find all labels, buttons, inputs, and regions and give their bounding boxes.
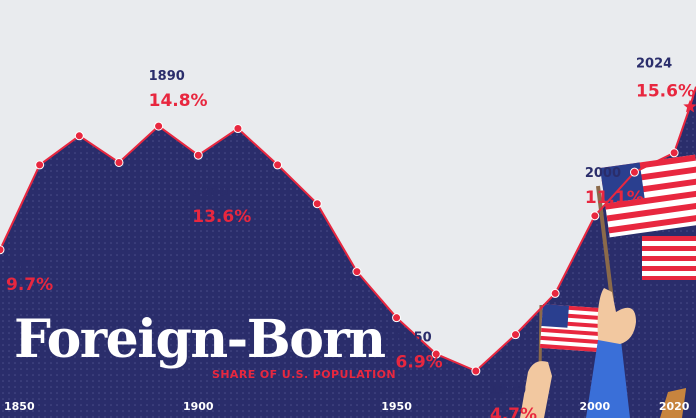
series-line xyxy=(0,86,696,373)
x-tick-label: 2000 xyxy=(580,400,611,413)
chart-title: Foreign-Born xyxy=(14,309,385,370)
data-point xyxy=(193,150,203,160)
flag-illustrations xyxy=(520,154,696,418)
annotation-year: 1970 xyxy=(490,383,526,398)
data-point xyxy=(669,148,679,158)
annotation-value: 13.6% xyxy=(192,207,251,227)
data-point xyxy=(590,211,600,221)
annotation-value: 15.6% xyxy=(636,82,695,102)
data-point xyxy=(392,313,402,323)
us-flag-icon xyxy=(642,236,696,280)
data-point xyxy=(629,167,639,177)
data-point xyxy=(0,245,5,255)
data-point xyxy=(154,121,164,131)
annotation-year: 2000 xyxy=(585,166,621,181)
annotation-year: 1950 xyxy=(396,331,432,346)
annotation-value: 11.1% xyxy=(585,188,644,208)
hands-illustration xyxy=(520,288,696,418)
data-point xyxy=(35,160,45,170)
data-point xyxy=(233,124,243,134)
data-point-star xyxy=(683,99,696,113)
annotation-year: 1900 xyxy=(192,185,228,200)
area-dot-texture xyxy=(0,86,696,418)
annotation-year: 1890 xyxy=(149,69,185,84)
annotation-value: 14.8% xyxy=(149,91,208,111)
x-tick-label: 2020 xyxy=(659,400,690,413)
data-point xyxy=(431,349,441,359)
x-tick-label: 1950 xyxy=(381,400,412,413)
data-point xyxy=(74,131,84,141)
data-point xyxy=(352,267,362,277)
data-point xyxy=(273,160,283,170)
annotation-year: 1850 xyxy=(6,259,42,274)
data-point xyxy=(511,330,521,340)
data-point xyxy=(312,199,322,209)
us-flag-icon xyxy=(596,154,696,301)
annotation-value: 6.9% xyxy=(396,353,443,373)
us-flag-icon xyxy=(538,304,605,373)
data-point xyxy=(471,366,481,376)
x-tick-label: 1850 xyxy=(4,400,35,413)
data-point xyxy=(550,288,560,298)
annotation-year: 2024 xyxy=(636,57,672,72)
data-point xyxy=(114,157,124,167)
annotation-value: 9.7% xyxy=(6,275,53,295)
annotation-value: 4.7% xyxy=(490,405,537,418)
chart-subtitle: SHARE OF U.S. POPULATION xyxy=(212,368,396,381)
x-tick-label: 1900 xyxy=(183,400,214,413)
